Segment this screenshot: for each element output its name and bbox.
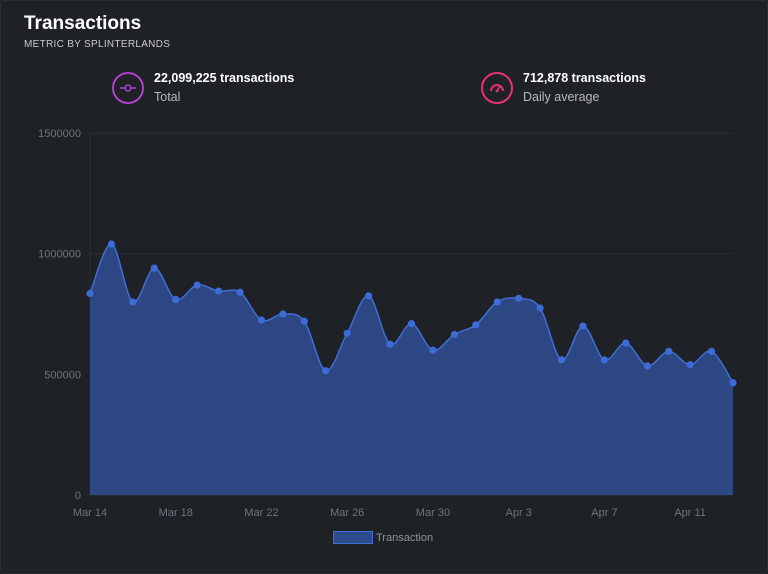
x-tick-label: Apr 3 — [506, 507, 532, 519]
data-point — [193, 281, 201, 289]
data-point — [600, 356, 609, 364]
data-point — [172, 295, 180, 304]
data-point — [150, 264, 158, 272]
page-subtitle: METRIC BY SPLINTERLANDS — [24, 39, 171, 50]
data-point — [300, 317, 308, 325]
data-point — [472, 321, 480, 329]
data-point — [386, 340, 394, 348]
data-point — [450, 330, 458, 339]
x-tick-label: Apr 7 — [591, 507, 617, 519]
data-point — [322, 367, 330, 375]
stat-total-label: Total — [154, 90, 181, 104]
data-point — [279, 310, 287, 318]
data-point — [536, 304, 544, 312]
y-tick-label: 500000 — [44, 369, 81, 381]
legend-swatch-transaction — [333, 531, 373, 544]
stat-total: 22,099,225 transactions Total — [112, 71, 294, 104]
data-point — [557, 356, 566, 364]
data-point — [429, 346, 437, 354]
data-point — [686, 361, 694, 369]
legend-label-transaction: Transaction — [376, 531, 434, 544]
stat-daily-value: 712,878 transactions — [523, 71, 646, 85]
data-point — [729, 379, 737, 387]
data-point — [622, 339, 630, 347]
page-title: Transactions — [24, 13, 142, 34]
data-point — [236, 288, 244, 296]
stat-total-value: 22,099,225 transactions — [154, 71, 295, 85]
data-point — [579, 322, 587, 330]
data-point — [129, 298, 137, 306]
commit-icon — [112, 71, 144, 104]
data-point — [343, 329, 351, 337]
x-tick-label: Mar 22 — [244, 507, 278, 519]
data-point — [257, 316, 266, 324]
series-area-transaction — [90, 243, 733, 495]
data-point — [215, 287, 223, 295]
x-tick-label: Mar 30 — [416, 507, 450, 519]
data-point — [365, 292, 373, 300]
data-point — [107, 240, 116, 248]
x-tick-label: Apr 11 — [674, 507, 706, 519]
data-point — [407, 320, 416, 328]
y-tick-label: 1500000 — [38, 128, 81, 140]
x-tick-label: Mar 14 — [73, 507, 107, 519]
data-point — [643, 362, 651, 370]
data-point — [707, 347, 716, 356]
y-tick-label: 0 — [75, 490, 81, 502]
data-point — [515, 294, 523, 302]
x-tick-label: Mar 26 — [330, 507, 364, 519]
data-point — [665, 347, 673, 356]
stat-daily-label: Daily average — [523, 90, 600, 104]
x-tick-label: Mar 18 — [159, 507, 193, 519]
chart-legend[interactable]: Transaction — [333, 531, 433, 544]
gauge-icon — [481, 71, 513, 104]
stat-daily-average: 712,878 transactions Daily average — [481, 71, 646, 104]
data-point — [493, 298, 501, 306]
y-tick-label: 1000000 — [38, 249, 81, 261]
data-point — [86, 289, 94, 298]
